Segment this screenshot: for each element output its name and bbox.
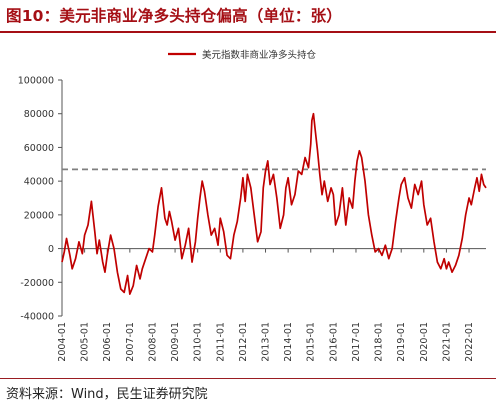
x-tick-label: 2013-01 — [261, 322, 272, 362]
x-tick-label: 2014-01 — [283, 322, 294, 362]
x-tick-label: 2005-01 — [80, 322, 91, 362]
x-tick-label: 2022-01 — [464, 322, 475, 362]
y-tick-label: 40000 — [24, 177, 54, 188]
x-tick-label: 2008-01 — [147, 322, 158, 362]
x-tick-label: 2011-01 — [215, 322, 226, 362]
x-tick-label: 2017-01 — [351, 322, 362, 362]
legend-label: 美元指数非商业净多头持仓 — [202, 49, 317, 61]
y-tick-label: 60000 — [24, 143, 54, 154]
bottom-rule — [0, 378, 496, 379]
chart: 美元指数非商业净多头持仓 -40000 -20000 0 20000 40000 6000… — [18, 49, 487, 362]
x-tick-label: 2021-01 — [441, 322, 452, 362]
x-tick-label: 2007-01 — [125, 322, 136, 362]
y-tick-label: -20000 — [20, 278, 54, 289]
x-tick-label: 2006-01 — [102, 322, 113, 362]
x-tick-label: 2019-01 — [396, 322, 407, 362]
x-axis-ticks: 2004-01 2005-01 2006-01 2007-01 2008-01 2009-… — [57, 248, 475, 362]
x-tick-label: 2004-01 — [57, 322, 68, 362]
x-tick-label: 2015-01 — [306, 322, 317, 362]
x-tick-label: 2020-01 — [419, 322, 430, 362]
figure-title: 图10：美元非商业净多头持仓偏高（单位：张） — [6, 7, 342, 25]
y-tick-label: 20000 — [24, 210, 54, 221]
y-tick-label: 100000 — [18, 76, 54, 87]
y-axis-ticks: -40000 -20000 0 20000 40000 60000 80000 100000 — [18, 76, 62, 323]
title-rule — [0, 31, 496, 33]
legend: 美元指数非商业净多头持仓 — [168, 49, 317, 61]
x-tick-label: 2012-01 — [238, 322, 249, 362]
y-tick-label: 80000 — [24, 109, 54, 120]
series-line — [61, 112, 487, 295]
source-note: 资料来源：Wind，民生证券研究院 — [6, 387, 208, 402]
y-tick-label: -40000 — [20, 312, 54, 323]
x-tick-label: 2016-01 — [328, 322, 339, 362]
x-tick-label: 2009-01 — [170, 322, 181, 362]
x-tick-label: 2010-01 — [193, 322, 204, 362]
y-tick-label: 0 — [48, 244, 54, 255]
x-tick-label: 2018-01 — [374, 322, 385, 362]
